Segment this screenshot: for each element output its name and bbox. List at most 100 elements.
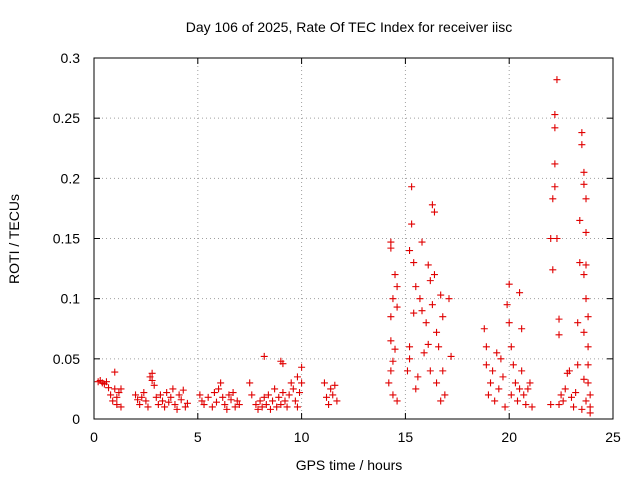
data-point xyxy=(269,397,277,405)
data-point xyxy=(109,397,117,405)
data-point xyxy=(258,403,266,411)
data-point xyxy=(227,396,235,404)
data-point xyxy=(152,393,160,401)
data-point xyxy=(412,385,420,393)
data-point xyxy=(275,393,283,401)
grid-lines xyxy=(94,58,613,419)
data-point xyxy=(410,309,418,317)
data-point xyxy=(264,391,272,399)
data-point xyxy=(215,385,223,393)
data-point xyxy=(385,379,393,387)
y-tick-label: 0.2 xyxy=(61,170,81,186)
data-point xyxy=(584,343,592,351)
data-point xyxy=(175,391,183,399)
data-point xyxy=(266,405,274,413)
data-point xyxy=(283,403,291,411)
data-point xyxy=(212,398,220,406)
data-point xyxy=(437,291,445,299)
y-tick-label: 0.3 xyxy=(61,50,81,66)
data-point xyxy=(555,401,563,409)
data-point xyxy=(499,373,507,381)
data-point xyxy=(146,373,154,381)
data-point xyxy=(574,361,582,369)
y-axis-label: ROTI / TECUs xyxy=(6,194,22,284)
x-tick-label: 25 xyxy=(605,429,621,445)
data-point xyxy=(138,393,146,401)
data-point xyxy=(584,313,592,321)
data-point xyxy=(584,379,592,387)
data-point xyxy=(551,124,559,132)
data-point xyxy=(482,361,490,369)
data-point xyxy=(393,283,401,291)
data-point xyxy=(391,271,399,279)
data-point xyxy=(580,180,588,188)
data-point xyxy=(516,385,524,393)
data-point xyxy=(580,328,588,336)
axis-ticks: 0 5 10 15 20 25 0 0.05 0.1 0.15 0.2 0.25 0.3 xyxy=(53,50,621,445)
data-point xyxy=(233,397,241,405)
data-point xyxy=(439,367,447,375)
data-point xyxy=(281,397,289,405)
data-point xyxy=(582,195,590,203)
data-point xyxy=(159,397,167,405)
data-point xyxy=(277,401,285,409)
data-point xyxy=(183,399,191,407)
data-point xyxy=(320,379,328,387)
data-point xyxy=(578,129,586,137)
data-point xyxy=(559,397,567,405)
data-point xyxy=(507,343,515,351)
data-point xyxy=(327,385,335,393)
data-point xyxy=(406,343,414,351)
data-point xyxy=(248,391,256,399)
data-point xyxy=(551,111,559,119)
data-point xyxy=(260,393,268,401)
data-point xyxy=(273,403,281,411)
data-point xyxy=(580,271,588,279)
data-point xyxy=(441,391,449,399)
x-tick-label: 15 xyxy=(398,429,414,445)
data-point xyxy=(582,397,590,405)
data-point xyxy=(555,331,563,339)
data-point xyxy=(333,397,341,405)
data-point xyxy=(296,389,304,397)
data-point xyxy=(418,307,426,315)
data-point xyxy=(210,389,218,397)
data-point xyxy=(505,280,513,288)
data-point xyxy=(140,389,148,397)
y-tick-label: 0.25 xyxy=(53,110,80,126)
data-point xyxy=(117,403,125,411)
data-point xyxy=(567,393,575,401)
data-point xyxy=(426,277,434,285)
data-point xyxy=(406,355,414,363)
data-point xyxy=(489,367,497,375)
data-point xyxy=(291,397,299,405)
data-point xyxy=(549,266,557,274)
data-point xyxy=(144,403,152,411)
data-point xyxy=(576,216,584,224)
data-point xyxy=(495,385,503,393)
data-point xyxy=(480,325,488,333)
data-point xyxy=(111,385,119,393)
data-point xyxy=(285,391,293,399)
data-point xyxy=(223,405,231,413)
data-point xyxy=(173,405,181,413)
data-point xyxy=(298,379,306,387)
data-point xyxy=(549,195,557,203)
data-points xyxy=(94,76,594,417)
data-point xyxy=(150,381,158,389)
data-point xyxy=(393,303,401,311)
data-point xyxy=(246,379,254,387)
data-point xyxy=(254,405,262,413)
data-point xyxy=(505,319,513,327)
data-point xyxy=(142,397,150,405)
data-point xyxy=(524,385,532,393)
data-point xyxy=(200,401,208,409)
data-point xyxy=(501,403,509,411)
data-point xyxy=(387,244,395,252)
data-point xyxy=(491,397,499,405)
data-point xyxy=(393,397,401,405)
data-point xyxy=(179,386,187,394)
x-tick-label: 20 xyxy=(501,429,517,445)
data-point xyxy=(165,398,173,406)
data-point xyxy=(528,403,536,411)
